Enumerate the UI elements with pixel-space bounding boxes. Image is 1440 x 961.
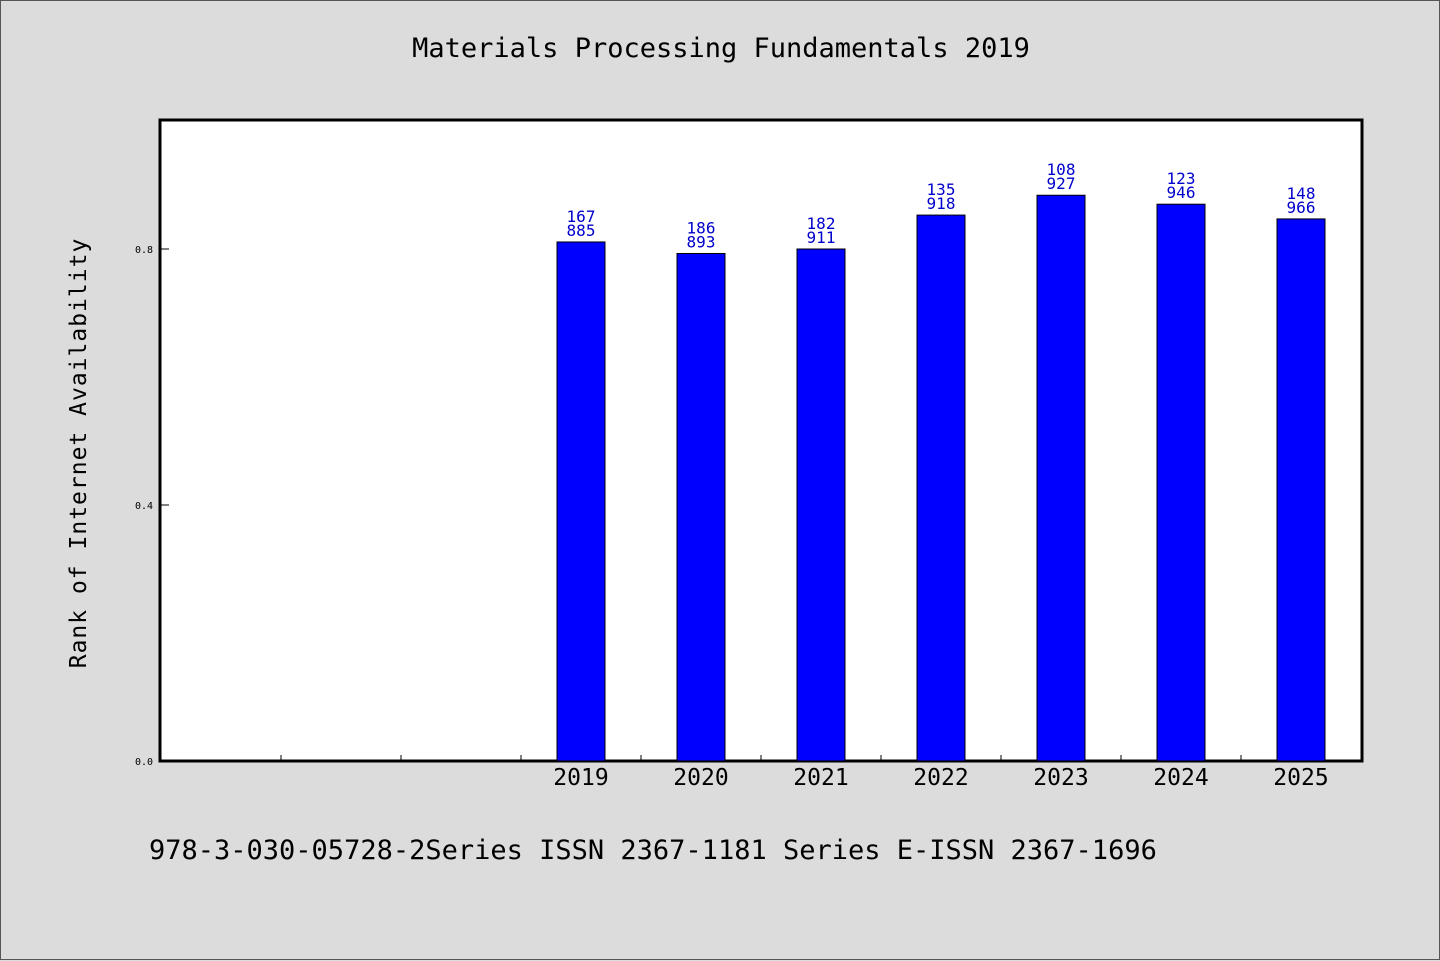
x-tick-label: 2019 [553, 765, 608, 791]
y-tick-label: 0.4 [135, 501, 153, 512]
chart-title: Materials Processing Fundamentals 2019 [412, 33, 1030, 64]
data-label: 182 [807, 214, 836, 233]
bar-2019 [556, 241, 606, 762]
bar-2023 [1036, 194, 1086, 762]
x-axis: 2019 2020 2021 2022 2023 2024 2025 [280, 755, 1329, 791]
x-tick-label: 2021 [793, 765, 848, 791]
data-label: 911 [807, 228, 836, 247]
y-axis: 0.0 0.4 0.8 [135, 245, 169, 768]
x-tick-label: 2024 [1153, 765, 1208, 791]
data-label: 148 [1287, 184, 1316, 203]
data-label: 918 [927, 194, 956, 213]
y-tick-label: 0.0 [135, 757, 153, 768]
data-label: 966 [1287, 198, 1316, 217]
x-tick-label: 2025 [1273, 765, 1328, 791]
bar-2025 [1276, 218, 1326, 762]
bar-2022 [916, 214, 966, 762]
data-label: 167 [567, 207, 596, 226]
data-label: 946 [1167, 183, 1196, 202]
data-label: 927 [1047, 174, 1076, 193]
data-label: 123 [1167, 169, 1196, 188]
data-label: 108 [1047, 160, 1076, 179]
data-label: 135 [927, 180, 956, 199]
data-label: 893 [687, 232, 716, 251]
bar-2021 [796, 248, 846, 762]
footer-text: 978-3-030-05728-2Series ISSN 2367-1181 S… [149, 835, 1157, 866]
bar-2024 [1156, 203, 1206, 762]
bar-series [556, 194, 1326, 762]
bar-2020 [676, 252, 726, 762]
x-tick-label: 2020 [673, 765, 728, 791]
x-tick-label: 2022 [913, 765, 968, 791]
data-label: 186 [687, 218, 716, 237]
data-label: 885 [567, 221, 596, 240]
y-tick-label: 0.8 [135, 245, 153, 256]
y-axis-label: Rank of Internet Availability [66, 238, 92, 669]
x-tick-label: 2023 [1033, 765, 1088, 791]
